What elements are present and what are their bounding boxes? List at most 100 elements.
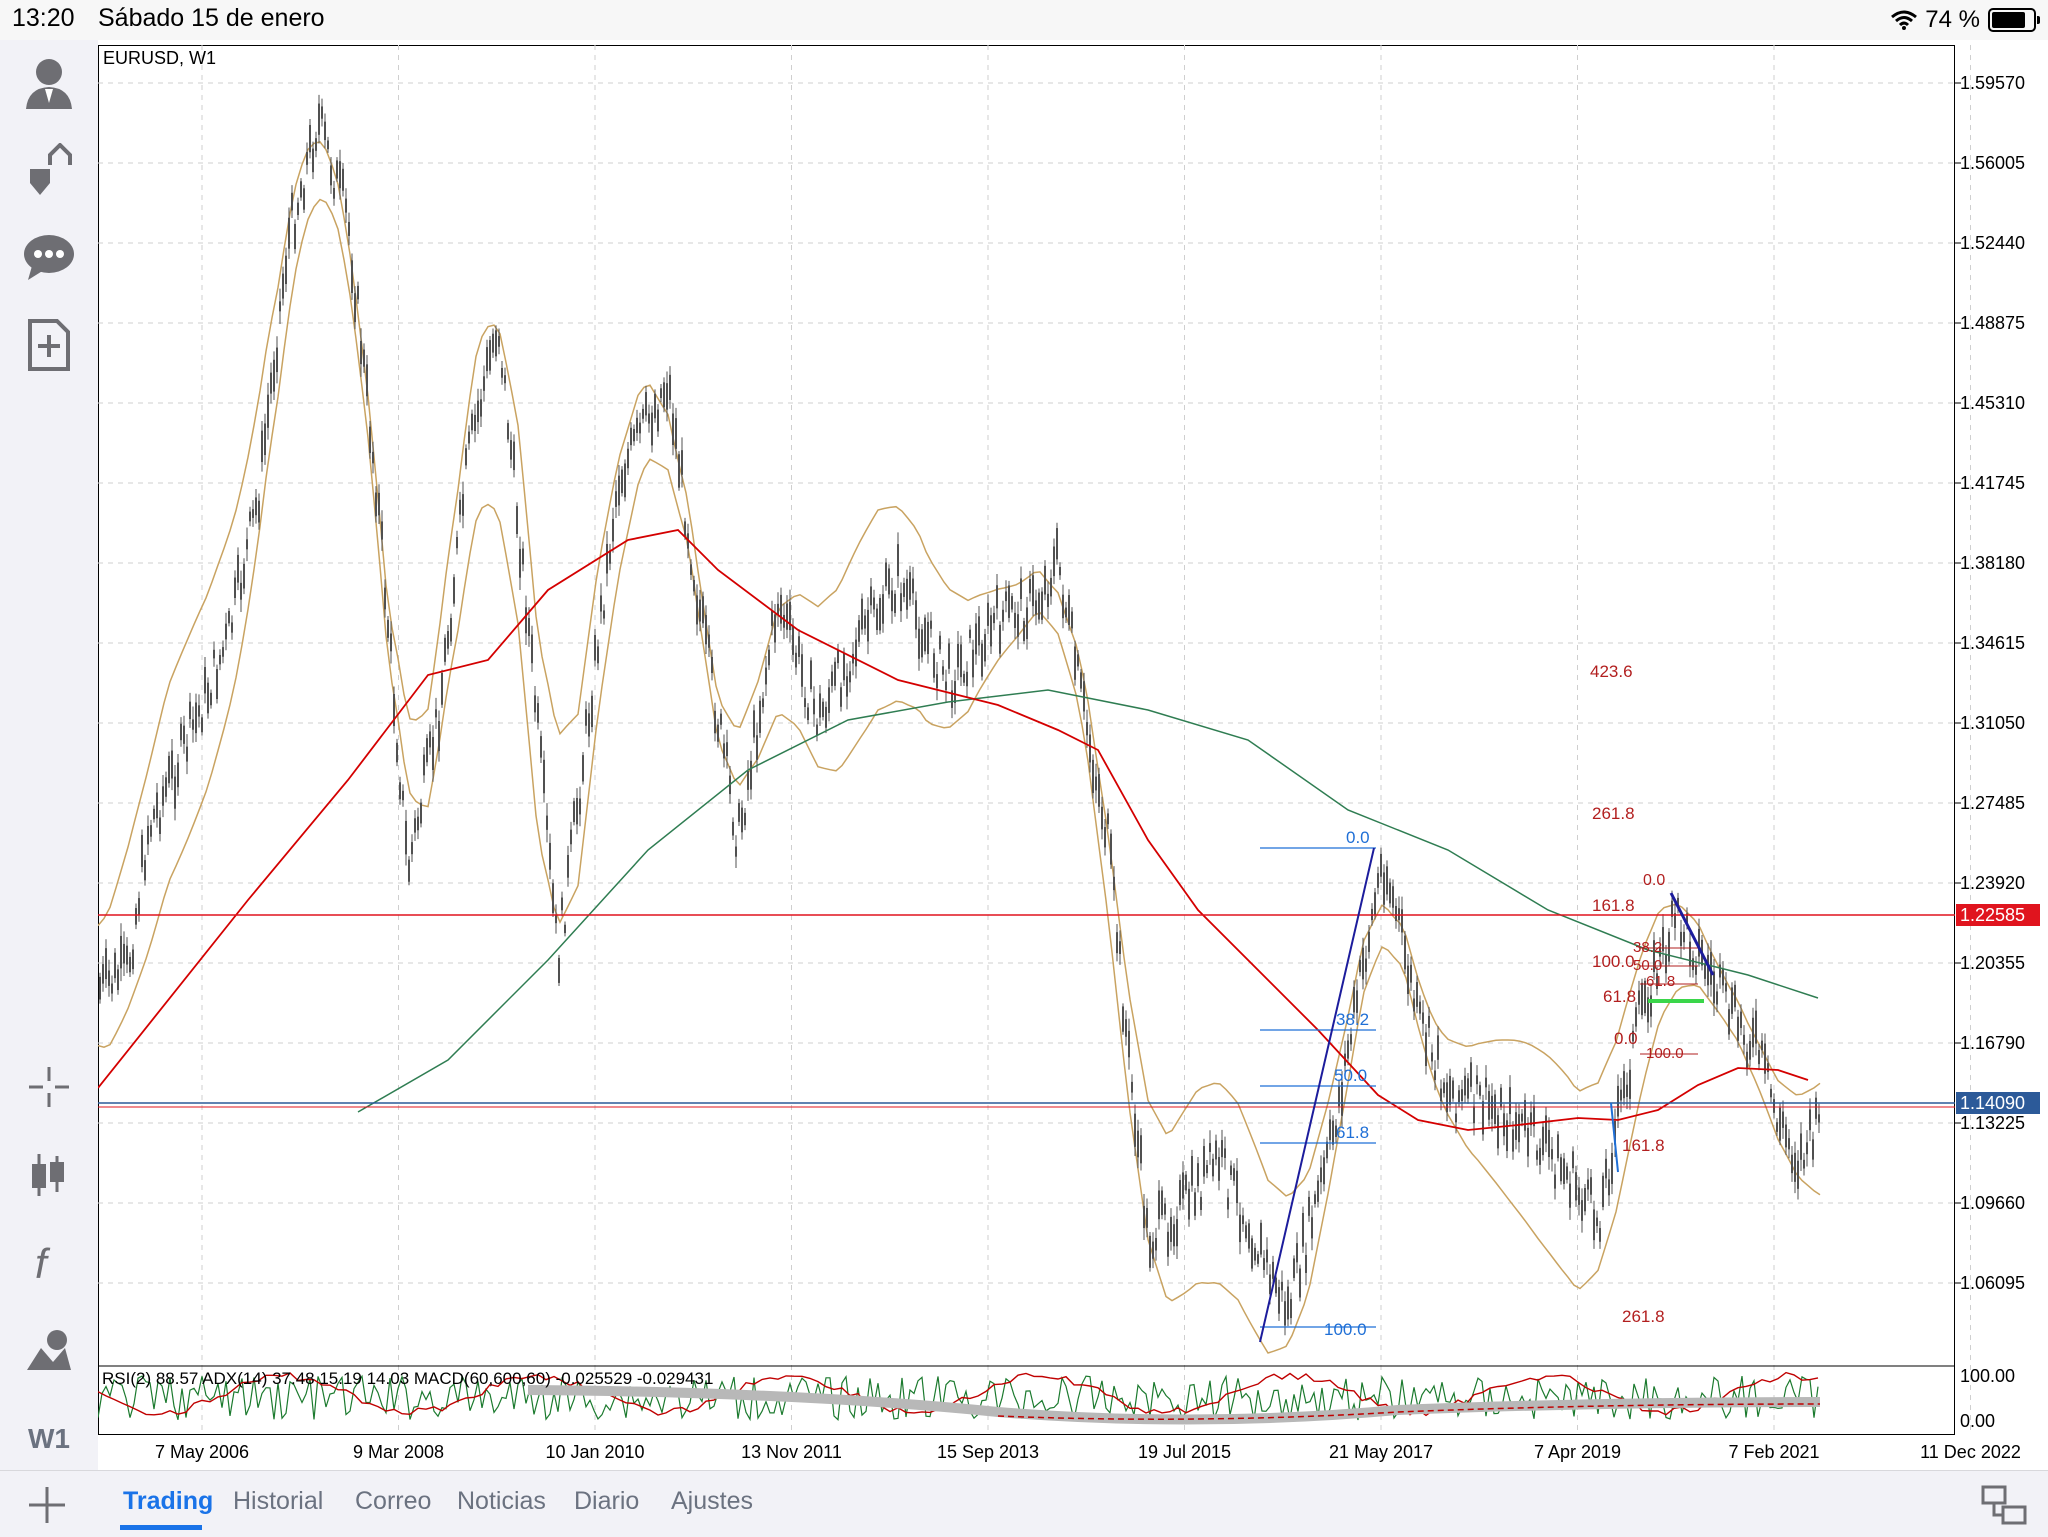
candle-body <box>138 898 140 916</box>
candle-body <box>309 125 311 153</box>
candle-body <box>735 846 737 857</box>
split-view-icon[interactable] <box>1980 1483 2028 1527</box>
candle-body <box>1668 931 1670 962</box>
candle-body <box>378 492 380 516</box>
candle-body <box>1203 1146 1205 1177</box>
candle-body <box>1026 607 1028 640</box>
tab-diario[interactable]: Diario <box>574 1487 640 1515</box>
tab-trading[interactable]: Trading <box>123 1487 214 1515</box>
indicators-icon[interactable]: f <box>14 1228 84 1298</box>
candle-body <box>360 340 362 365</box>
candle-body <box>1692 958 1694 971</box>
candle-body <box>1044 565 1046 595</box>
indicator-caption: RSI(2) 88.57 ADX(14) 37.48 15.19 14.03 M… <box>102 1369 713 1388</box>
candle-body <box>1782 1111 1784 1128</box>
price-tick-label: 1.31050 <box>1960 713 2025 733</box>
candle-body <box>654 393 656 419</box>
objects-icon[interactable] <box>14 1316 84 1386</box>
trend-line-short <box>1610 1102 1619 1173</box>
tab-correo[interactable]: Correo <box>355 1487 432 1515</box>
account-icon[interactable] <box>14 48 84 118</box>
candle-body <box>387 619 389 638</box>
candle-body <box>645 392 647 416</box>
chart-type-icon[interactable] <box>14 1140 84 1210</box>
candle-body <box>1122 1006 1124 1032</box>
candle-body <box>1101 806 1103 830</box>
candle-body <box>1170 1216 1172 1242</box>
crosshair-icon[interactable] <box>14 1052 84 1122</box>
battery-percent: 74 % <box>1925 6 1980 33</box>
chat-icon[interactable] <box>14 222 84 292</box>
add-icon[interactable] <box>22 1483 72 1527</box>
candle-body <box>1725 983 1727 992</box>
date-tick-label: 21 May 2017 <box>1329 1442 1433 1462</box>
trade-arrows-icon[interactable] <box>14 136 84 206</box>
candle-body <box>1359 959 1361 973</box>
candle-body <box>246 539 248 550</box>
new-document-icon[interactable] <box>14 310 84 380</box>
candle-body <box>177 762 179 788</box>
candle-body <box>1134 1113 1136 1147</box>
price-tick-label: 1.09660 <box>1960 1193 2025 1213</box>
timeframe-button[interactable]: W1 <box>28 1423 70 1454</box>
candle-body <box>1449 1075 1451 1105</box>
candle-body <box>1017 614 1019 637</box>
candle-body <box>390 633 392 652</box>
candle-body <box>534 695 536 713</box>
candle-body <box>1185 1174 1187 1191</box>
candle-body <box>273 359 275 392</box>
candle-body <box>258 500 260 523</box>
candle-body <box>582 755 584 782</box>
price-chart[interactable]: 0.0 38.2 50.0 61.8 100.0 423.6 261.8 161… <box>98 40 2048 1470</box>
candle-body <box>282 273 284 299</box>
candle-body <box>978 616 980 646</box>
candle-body <box>1674 913 1676 928</box>
tab-ajustes[interactable]: Ajustes <box>671 1487 753 1515</box>
candle-body <box>1704 964 1706 979</box>
candle-body <box>951 690 953 708</box>
envelope-lower-line <box>98 198 1821 1354</box>
candle-body <box>558 957 560 983</box>
candle-body <box>933 653 935 678</box>
candle-body <box>1383 872 1385 905</box>
candle-body <box>969 629 971 639</box>
candle-body <box>1131 1081 1133 1093</box>
candle-body <box>1080 672 1082 689</box>
candle-body <box>105 948 107 980</box>
candle-body <box>657 409 659 432</box>
tab-noticias[interactable]: Noticias <box>457 1487 546 1515</box>
candle-body <box>1797 1160 1799 1189</box>
candle-body <box>942 666 944 675</box>
candle-body <box>1479 1085 1481 1096</box>
candle-body <box>732 821 734 836</box>
candle-body <box>1140 1135 1142 1164</box>
candle-body <box>1569 1183 1571 1208</box>
candle-body <box>1335 1125 1337 1137</box>
candle-body <box>1380 853 1382 877</box>
candle-body <box>825 706 827 728</box>
candle-body <box>438 721 440 752</box>
candle-body <box>333 187 335 199</box>
candle-body <box>1611 1152 1613 1184</box>
candle-body <box>918 628 920 659</box>
candle-body <box>1104 827 1106 848</box>
candle-body <box>1635 1007 1637 1027</box>
candle-body <box>189 701 191 720</box>
candle-body <box>843 653 845 681</box>
tab-historial[interactable]: Historial <box>233 1487 324 1515</box>
candle-body <box>1596 1217 1598 1227</box>
candle-body <box>1215 1140 1217 1160</box>
candle-body <box>108 970 110 986</box>
candle-body <box>1746 1051 1748 1068</box>
candle-body <box>405 820 407 855</box>
candle-body <box>771 610 773 626</box>
candle-body <box>615 491 617 507</box>
candle-body <box>159 817 161 834</box>
candle-body <box>1278 1287 1280 1314</box>
candle-body <box>819 693 821 718</box>
candle-body <box>1806 1142 1808 1155</box>
candle-body <box>1356 990 1358 1013</box>
candle-body <box>1764 1043 1766 1074</box>
status-indicators: 74 % <box>1891 4 2040 36</box>
chart-area[interactable]: EURUSD, W1 0.0 38.2 50.0 61.8 100.0 423.… <box>98 40 2048 1470</box>
